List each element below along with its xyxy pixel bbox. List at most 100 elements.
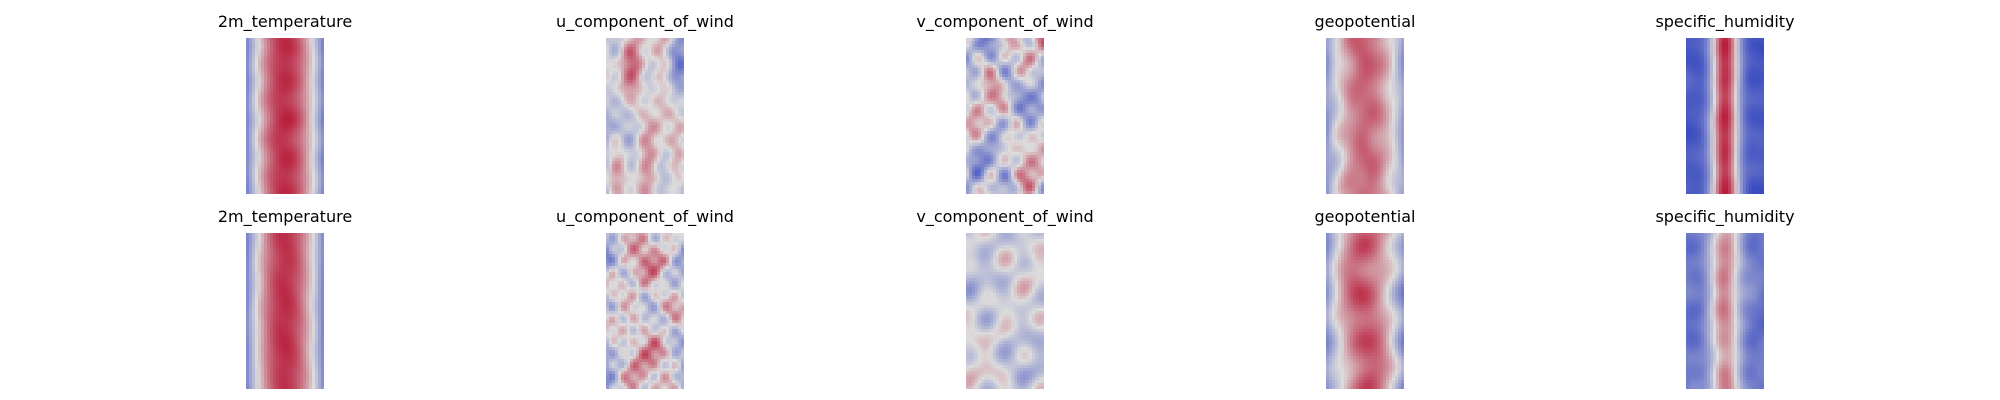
heatmap-cell [1029, 107, 1033, 111]
heatmap-cell [267, 119, 271, 123]
heatmap-cell [315, 59, 319, 63]
heatmap-cell [657, 68, 661, 72]
heatmap-cell [666, 92, 670, 96]
heatmap-cell [1392, 74, 1396, 78]
heatmap-cell [681, 71, 684, 75]
heatmap-cell [1386, 59, 1390, 63]
heatmap-cell [975, 98, 979, 102]
heatmap-cell [1389, 59, 1393, 63]
heatmap-cell [258, 107, 262, 111]
heatmap-cell [294, 131, 298, 135]
heatmap-cell [648, 191, 652, 194]
heatmap-cell [660, 116, 664, 120]
heatmap-cell [972, 140, 976, 144]
heatmap-cell [615, 119, 619, 123]
heatmap-cell [1038, 137, 1042, 141]
heatmap-cell [306, 164, 310, 168]
heatmap-cell [609, 38, 613, 42]
heatmap-cell [630, 188, 634, 192]
heatmap-cell [318, 62, 322, 66]
heatmap-cell [291, 62, 295, 66]
heatmap-cell [1008, 80, 1012, 84]
heatmap-cell [309, 176, 313, 180]
heatmap-cell [657, 176, 661, 180]
heatmap-cell [627, 143, 631, 147]
heatmap-cell [309, 104, 313, 108]
heatmap-cell [612, 44, 616, 48]
heatmap-cell [1344, 68, 1348, 72]
heatmap-cell [282, 53, 286, 57]
heatmap-cell [246, 167, 250, 171]
heatmap-cell [621, 41, 625, 45]
heatmap-cell [1038, 125, 1042, 129]
heatmap-cell [648, 104, 652, 108]
heatmap-cell [615, 140, 619, 144]
heatmap-cell [1353, 116, 1357, 120]
heatmap-cell [669, 137, 673, 141]
heatmap-cell [1338, 59, 1342, 63]
heatmap-cell [615, 38, 619, 42]
heatmap-cell [303, 59, 307, 63]
heatmap-cell [660, 86, 664, 90]
heatmap-cell [666, 44, 670, 48]
heatmap-cell [678, 95, 682, 99]
heatmap-cell [606, 74, 610, 78]
heatmap-cell [1038, 38, 1042, 42]
heatmap-cell [681, 173, 684, 177]
heatmap-cell [294, 50, 298, 54]
heatmap-cell [1374, 92, 1378, 96]
heatmap-cell [1329, 110, 1333, 114]
heatmap-cell [279, 74, 283, 78]
heatmap-cell [606, 50, 610, 54]
heatmap-cell [636, 80, 640, 84]
heatmap-cell [1005, 119, 1009, 123]
heatmap-cell [609, 89, 613, 93]
heatmap-cell [282, 98, 286, 102]
heatmap-cell [1401, 83, 1404, 87]
heatmap-cell [972, 80, 976, 84]
heatmap-cell [624, 59, 628, 63]
heatmap-cell [312, 92, 316, 96]
heatmap-cell [1389, 65, 1393, 69]
heatmap-cell [1032, 50, 1036, 54]
heatmap-cell [258, 56, 262, 60]
heatmap-cell [273, 83, 277, 87]
heatmap-cell [1020, 155, 1024, 159]
heatmap-cell [1329, 104, 1333, 108]
heatmap-cell [657, 44, 661, 48]
heatmap-cell [1032, 140, 1036, 144]
heatmap-cell [1353, 86, 1357, 90]
heatmap-cell [639, 53, 643, 57]
heatmap-cell [1038, 113, 1042, 117]
heatmap-cell [297, 95, 301, 99]
heatmap-cell [648, 71, 652, 75]
heatmap-cell [1392, 92, 1396, 96]
heatmap-cell [261, 62, 265, 66]
heatmap-cell [612, 65, 616, 69]
heatmap-cell [1341, 50, 1345, 54]
heatmap-cell [309, 53, 313, 57]
heatmap-cell [270, 92, 274, 96]
heatmap-cell [1326, 74, 1330, 78]
heatmap-cell [273, 149, 277, 153]
heatmap-cell [288, 152, 292, 156]
heatmap-cell [285, 47, 289, 51]
heatmap-cell [1005, 182, 1009, 186]
heatmap-cell [1344, 122, 1348, 126]
heatmap-cell [972, 59, 976, 63]
heatmap-cell [1374, 101, 1378, 105]
heatmap-cell [1026, 116, 1030, 120]
heatmap-cell [669, 173, 673, 177]
heatmap-cell [1008, 164, 1012, 168]
heatmap-cell [318, 122, 322, 126]
heatmap-cell [999, 86, 1003, 90]
heatmap-cell [678, 74, 682, 78]
heatmap-cell [1020, 44, 1024, 48]
heatmap-cell [309, 128, 313, 132]
heatmap-cell [315, 170, 319, 174]
heatmap-cell [642, 71, 646, 75]
heatmap-cell [1023, 38, 1027, 42]
heatmap-cell [1356, 101, 1360, 105]
heatmap-cell [288, 116, 292, 120]
heatmap-cell [1332, 65, 1336, 69]
